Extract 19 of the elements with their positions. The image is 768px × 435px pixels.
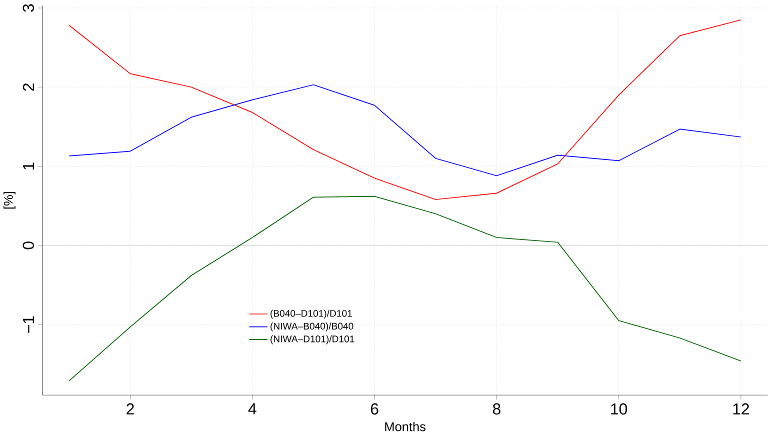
y-axis-title: [%]: [4, 192, 16, 209]
line-series: [68, 84, 742, 176]
x-tick-label: 6: [370, 403, 378, 415]
y-tick-label: 1: [23, 162, 34, 170]
line-series: [68, 196, 742, 382]
x-tick-label: 4: [248, 403, 256, 414]
x-tick-label: 2: [126, 403, 134, 415]
x-tick-label: 10: [611, 403, 628, 415]
legend-label: (B040–D101)/D101: [270, 310, 352, 319]
x-axis-title: Months: [385, 422, 426, 432]
x-tick-label: 12: [733, 403, 749, 415]
y-tick-label: 3: [22, 4, 34, 12]
x-tick-label: 8: [492, 403, 500, 415]
legend-label: (NIWA–D101)/D101: [270, 335, 354, 344]
y-tick-label: 2: [22, 84, 34, 91]
line-series: [68, 20, 742, 200]
legend-label: (NIWA–B040)/B040: [270, 322, 354, 332]
y-tick-label: −1: [23, 316, 34, 333]
y-tick-label: 0: [22, 242, 34, 250]
